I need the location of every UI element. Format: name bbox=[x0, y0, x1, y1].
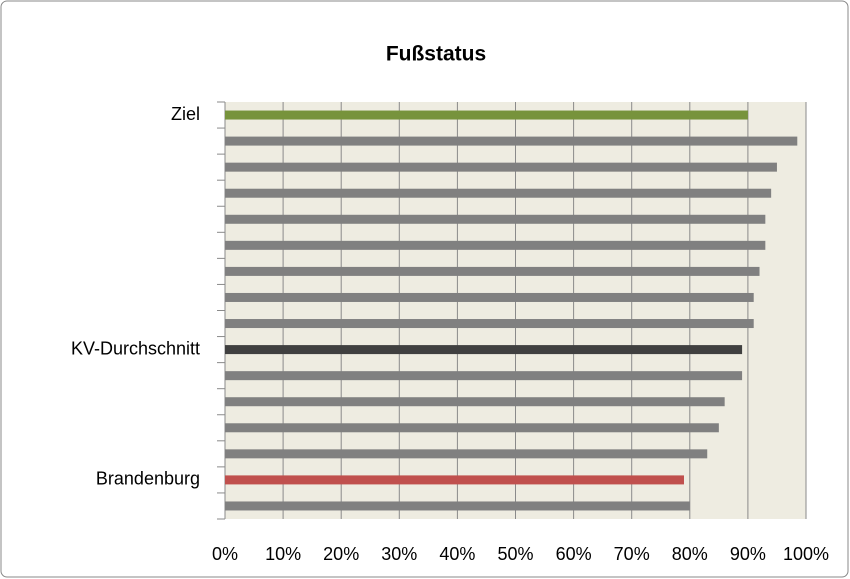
bar bbox=[225, 501, 690, 511]
x-tick-label: 60% bbox=[556, 544, 592, 564]
chart-title: Fußstatus bbox=[386, 43, 486, 66]
bar bbox=[225, 214, 766, 224]
bar bbox=[225, 345, 743, 355]
bar bbox=[225, 188, 772, 198]
bar bbox=[225, 397, 725, 407]
bar bbox=[225, 136, 798, 146]
y-tick-label: KV-Durchschnitt bbox=[71, 338, 200, 358]
x-tick-label: 20% bbox=[323, 544, 359, 564]
x-tick-label: 40% bbox=[439, 544, 475, 564]
x-tick-label: 100% bbox=[783, 544, 829, 564]
y-tick-label: Ziel bbox=[171, 104, 200, 124]
x-tick-label: 90% bbox=[730, 544, 766, 564]
x-tick-label: 50% bbox=[497, 544, 533, 564]
bar bbox=[225, 266, 760, 276]
bar bbox=[225, 319, 754, 329]
x-tick-label: 70% bbox=[614, 544, 650, 564]
bar bbox=[225, 240, 766, 250]
x-tick-label: 0% bbox=[212, 544, 238, 564]
bar bbox=[225, 292, 754, 302]
x-tick-label: 10% bbox=[265, 544, 301, 564]
bar bbox=[225, 449, 708, 459]
bar bbox=[225, 475, 684, 485]
y-tick-label: Brandenburg bbox=[96, 469, 200, 489]
x-tick-label: 80% bbox=[672, 544, 708, 564]
bar bbox=[225, 162, 777, 172]
bar bbox=[225, 423, 719, 433]
bar bbox=[225, 371, 743, 381]
x-tick-label: 30% bbox=[381, 544, 417, 564]
bar bbox=[225, 110, 748, 120]
